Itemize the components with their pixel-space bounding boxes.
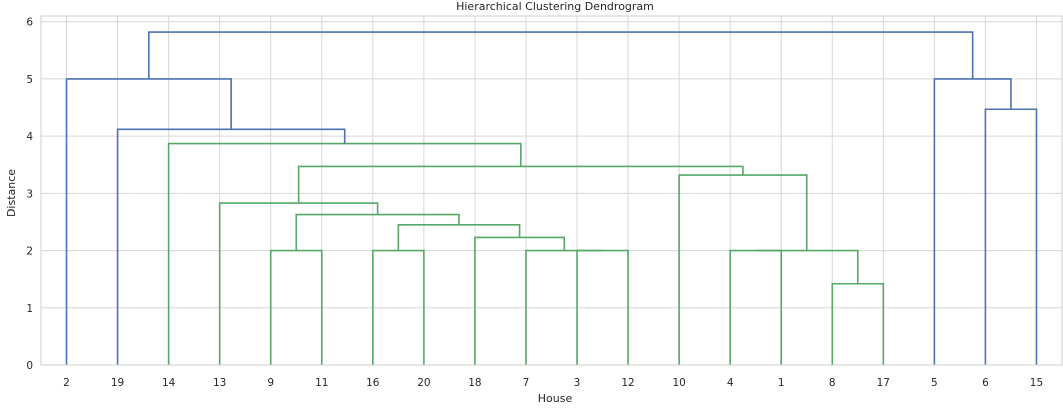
x-tick-label: 3 (574, 377, 581, 389)
x-tick-label: 5 (931, 377, 938, 389)
dendrogram-link (984, 108, 1038, 365)
chart-title: Hierarchical Clustering Dendrogram (456, 0, 654, 13)
dendrogram-link (148, 31, 974, 79)
y-tick-label: 0 (26, 360, 33, 372)
x-tick-label: 11 (315, 377, 328, 389)
x-tick-label: 1 (778, 377, 785, 389)
dendrogram-link (474, 236, 566, 365)
dendrogram-link (65, 78, 232, 365)
y-tick-label: 6 (26, 17, 33, 29)
y-tick-labels: 0 1 2 3 4 5 6 (26, 17, 33, 372)
x-tick-label: 10 (672, 377, 685, 389)
dendrogram-link (831, 282, 885, 365)
y-tick-label: 4 (26, 131, 33, 143)
y-axis-label: Distance (5, 169, 18, 217)
x-tick-labels: 2 19 14 13 9 11 16 20 18 7 3 12 10 4 1 8 17 5 6 15 (63, 377, 1043, 389)
dendrogram-link (397, 224, 521, 251)
x-tick-label: 20 (417, 377, 430, 389)
x-tick-label: 16 (366, 377, 380, 389)
x-tick-label: 19 (111, 377, 124, 389)
x-tick-label: 17 (877, 377, 890, 389)
y-tick-label: 5 (26, 74, 33, 86)
dendrogram-link (218, 202, 379, 365)
dendrogram-link (372, 249, 425, 365)
dendrogram-link (297, 165, 744, 204)
dendrogram-link (116, 128, 346, 365)
grid-lines (41, 16, 1062, 366)
x-tick-label: 12 (621, 377, 634, 389)
x-tick-label: 15 (1030, 377, 1043, 389)
x-tick-label: 4 (727, 377, 734, 389)
dendrogram-link (295, 213, 460, 251)
y-tick-label: 1 (26, 303, 33, 315)
x-tick-label: 13 (213, 377, 226, 389)
dendrogram-link (167, 142, 522, 365)
x-tick-label: 9 (267, 377, 274, 389)
x-tick-label: 14 (162, 377, 176, 389)
dendrogram-link (269, 249, 323, 365)
dendrogram-links (65, 31, 1038, 365)
x-tick-label: 7 (523, 377, 530, 389)
x-tick-label: 2 (63, 377, 70, 389)
dendrogram-link (933, 78, 1012, 365)
dendrogram-link (755, 249, 859, 284)
x-tick-label: 8 (829, 377, 836, 389)
dendrogram-link (678, 174, 808, 365)
plot-frame (40, 15, 1063, 366)
y-tick-label: 3 (26, 188, 33, 200)
dendrogram-link (525, 249, 603, 365)
x-axis-label: House (538, 392, 573, 405)
y-tick-label: 2 (26, 246, 33, 258)
x-tick-label: 6 (982, 377, 989, 389)
x-tick-label: 18 (468, 377, 481, 389)
